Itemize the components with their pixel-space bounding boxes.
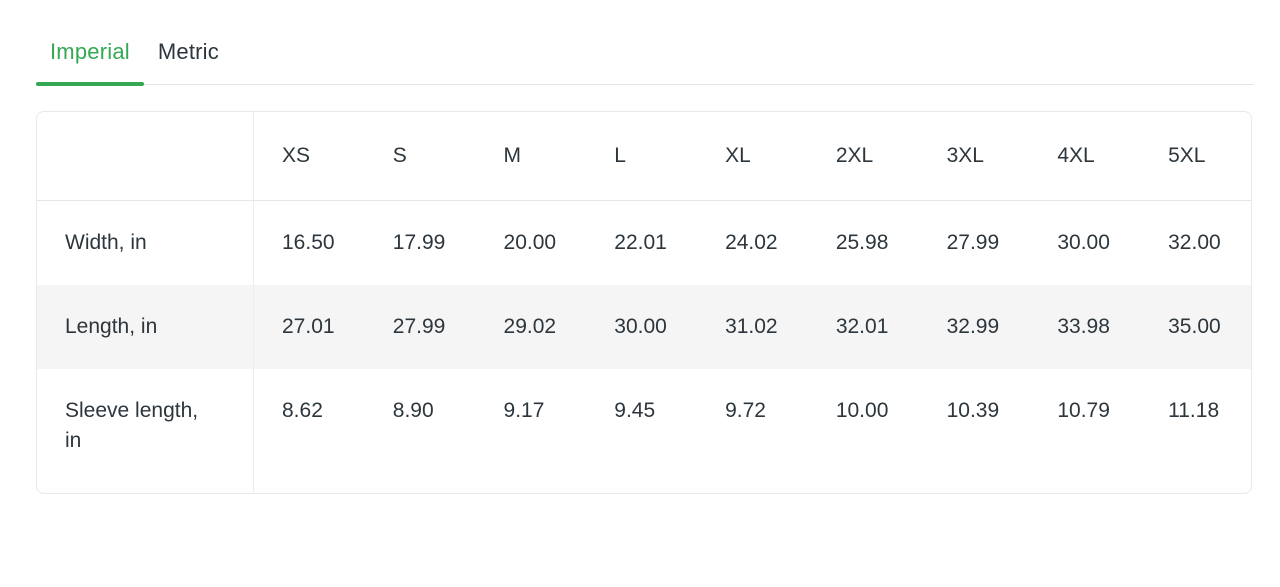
cell-width-s: 17.99	[392, 231, 446, 254]
table-row-length: Length, in 27.01 27.99 29.02 30.00 31.02…	[37, 285, 1251, 369]
table-row-sleeve-length: Sleeve length, in 8.62 8.90 9.17 9.45 9.…	[37, 369, 1251, 493]
cell-width-4xl: 30.00	[1057, 231, 1110, 254]
cell-sleeve-s: 8.90	[392, 399, 434, 422]
cell-width-3xl: 27.99	[946, 231, 1000, 254]
cell-length-3xl: 32.99	[918, 285, 1030, 369]
cell-width-5xl: 32.00	[1168, 231, 1221, 254]
table-row-width: Width, in 16.50 17.99 20.00 22.01 24.02 …	[37, 201, 1251, 285]
cell-length-5xl: 35.00	[1140, 285, 1251, 369]
cell-sleeve-m: 9.17	[503, 399, 545, 422]
column-header-2xl: 2XL	[807, 112, 919, 201]
cell-width-l: 22.01	[614, 231, 667, 254]
cell-length-l: 30.00	[586, 285, 698, 369]
column-header-3xl: 3XL	[918, 112, 1030, 201]
column-header-l: L	[586, 112, 698, 201]
column-header-xs: XS	[254, 112, 365, 201]
cell-length-xl: 31.02	[697, 285, 808, 369]
cell-length-4xl: 33.98	[1029, 285, 1141, 369]
cell-length-m: 29.02	[475, 285, 587, 369]
row-label-length: Length, in	[37, 285, 254, 369]
cell-sleeve-l: 9.45	[614, 399, 656, 422]
cell-sleeve-2xl: 10.00	[835, 399, 889, 422]
column-header-s: S	[364, 112, 476, 201]
cell-width-xl: 24.02	[725, 231, 778, 254]
cell-sleeve-4xl: 10.79	[1057, 399, 1110, 422]
cell-length-s: 27.99	[364, 285, 476, 369]
row-label-width: Width, in	[37, 201, 254, 285]
column-header-5xl: 5XL	[1140, 112, 1251, 201]
cell-width-xs: 16.50	[282, 231, 335, 254]
cell-sleeve-3xl: 10.39	[946, 399, 1000, 422]
header-row: XS S M L XL 2XL 3XL 4XL 5XL	[37, 112, 1251, 201]
cell-width-2xl: 25.98	[835, 231, 889, 254]
size-table: XS S M L XL 2XL 3XL 4XL 5XL Width, in 16…	[36, 111, 1252, 494]
size-chart: XS S M L XL 2XL 3XL 4XL 5XL Width, in 16…	[36, 111, 1254, 494]
tab-imperial[interactable]: Imperial	[36, 40, 144, 86]
corner-cell	[37, 112, 254, 201]
row-label-text: Length, in	[65, 315, 158, 338]
tab-metric[interactable]: Metric	[157, 39, 219, 64]
row-label-sleeve-length: Sleeve length, in	[37, 369, 254, 493]
cell-width-m: 20.00	[503, 231, 557, 254]
column-header-4xl: 4XL	[1029, 112, 1141, 201]
row-label-text: Width, in	[65, 231, 147, 254]
column-header-xl: XL	[697, 112, 808, 201]
unit-tabbar: Imperial Metric	[36, 39, 1254, 86]
row-label-text: Sleeve length, in	[65, 399, 199, 452]
cell-sleeve-xs: 8.62	[282, 399, 323, 422]
cell-sleeve-5xl: 11.18	[1168, 399, 1220, 422]
column-header-m: M	[475, 112, 587, 201]
cell-sleeve-xl: 9.72	[725, 399, 766, 422]
cell-length-xs: 27.01	[254, 285, 365, 369]
cell-length-2xl: 32.01	[807, 285, 919, 369]
